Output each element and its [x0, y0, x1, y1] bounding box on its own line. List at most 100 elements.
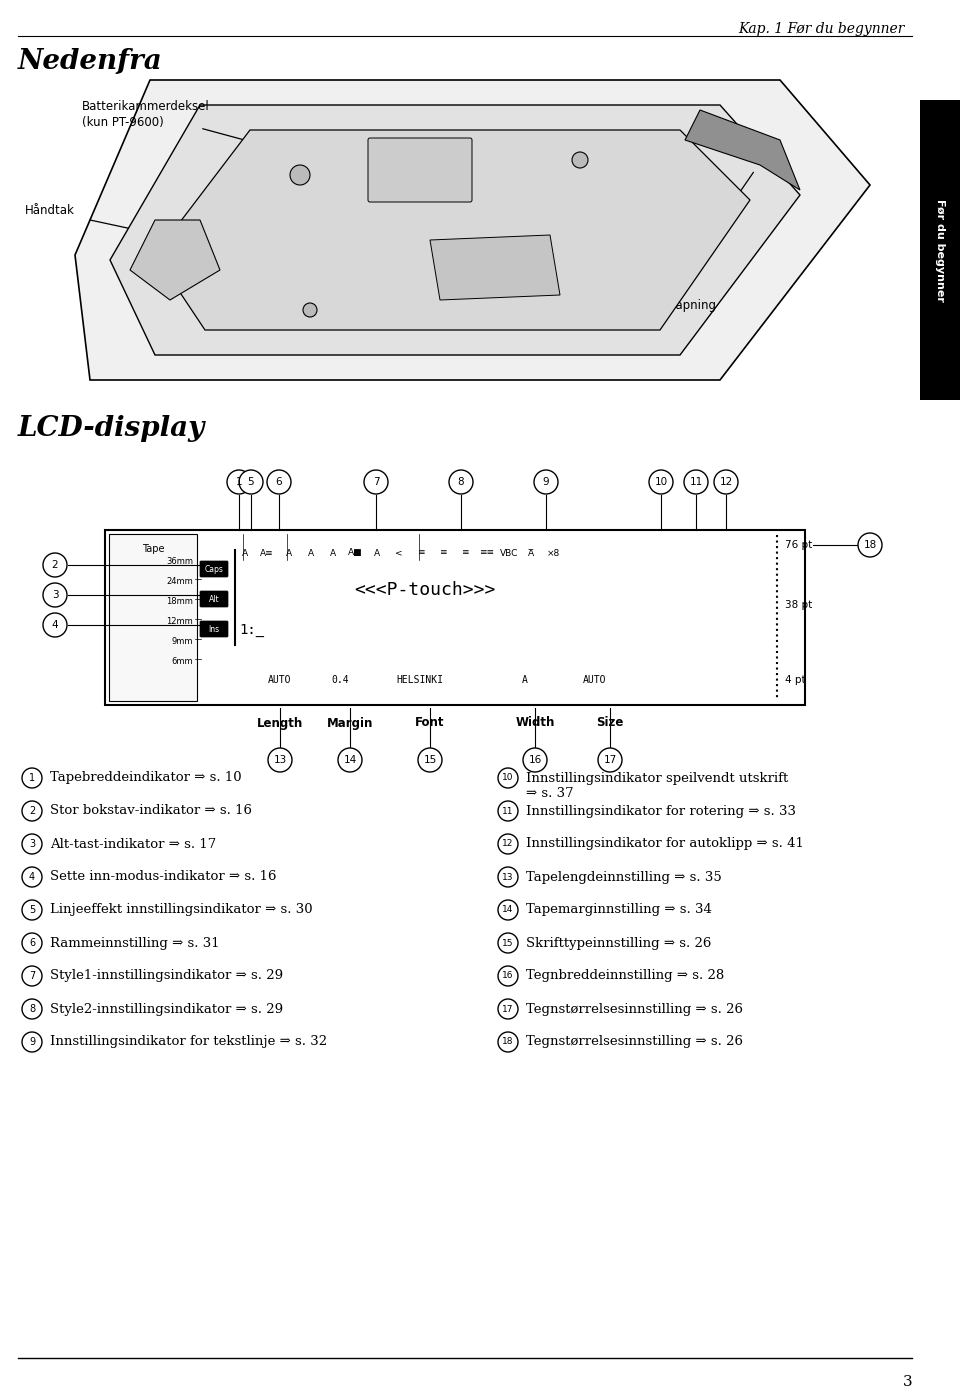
Text: 13: 13: [502, 873, 514, 881]
Text: A: A: [286, 548, 292, 558]
Text: 3: 3: [902, 1375, 912, 1389]
Text: 8: 8: [29, 1004, 36, 1013]
Text: Margin: Margin: [326, 717, 373, 729]
Text: Innstillingsindikator for autoklipp ⇒ s. 41: Innstillingsindikator for autoklipp ⇒ s.…: [526, 838, 804, 851]
Bar: [920, 100, 960, 400]
Text: 0.4: 0.4: [331, 675, 348, 685]
Text: Tegnstørrelsesinnstilling ⇒ s. 26: Tegnstørrelsesinnstilling ⇒ s. 26: [526, 1002, 743, 1016]
Circle shape: [684, 470, 708, 494]
Text: 18: 18: [502, 1037, 514, 1047]
Text: 2: 2: [52, 560, 59, 569]
Circle shape: [267, 470, 291, 494]
Text: A: A: [308, 548, 314, 558]
FancyBboxPatch shape: [200, 561, 228, 578]
Circle shape: [498, 768, 518, 788]
Text: 38 pt: 38 pt: [785, 600, 812, 610]
Text: 7: 7: [29, 972, 36, 981]
Text: <: <: [396, 548, 403, 558]
Text: Håndtak: Håndtak: [25, 203, 75, 217]
Circle shape: [442, 283, 458, 298]
Circle shape: [572, 152, 588, 168]
Text: Tapeutgangsåpning: Tapeutgangsåpning: [600, 298, 716, 312]
Text: 1:_: 1:_: [239, 624, 264, 638]
FancyBboxPatch shape: [200, 592, 228, 607]
Circle shape: [22, 966, 42, 986]
Text: ≡: ≡: [418, 548, 424, 558]
Text: Tapebreddeindikator ⇒ s. 10: Tapebreddeindikator ⇒ s. 10: [50, 771, 242, 785]
Text: 18: 18: [863, 540, 876, 550]
Circle shape: [22, 1031, 42, 1052]
Circle shape: [22, 834, 42, 855]
Text: 9: 9: [542, 477, 549, 487]
Text: Tapelengdeinnstilling ⇒ s. 35: Tapelengdeinnstilling ⇒ s. 35: [526, 870, 722, 884]
Text: Kap. 1 Før du begynner: Kap. 1 Før du begynner: [738, 22, 905, 36]
Polygon shape: [430, 235, 560, 301]
Circle shape: [598, 748, 622, 773]
Text: Linjeeffekt innstillingsindikator ⇒ s. 30: Linjeeffekt innstillingsindikator ⇒ s. 3…: [50, 903, 313, 916]
Text: A: A: [242, 548, 248, 558]
Text: AUTO: AUTO: [584, 675, 607, 685]
Circle shape: [22, 901, 42, 920]
Text: 13: 13: [274, 754, 287, 766]
Text: 9: 9: [29, 1037, 36, 1047]
Text: 16: 16: [528, 754, 541, 766]
Text: Tape: Tape: [142, 544, 164, 554]
Text: 10: 10: [655, 477, 667, 487]
Circle shape: [498, 999, 518, 1019]
Circle shape: [418, 748, 442, 773]
Polygon shape: [685, 110, 800, 189]
Circle shape: [290, 166, 310, 185]
Text: 1: 1: [236, 477, 242, 487]
Text: 6: 6: [29, 938, 36, 948]
Text: ≡: ≡: [461, 548, 468, 558]
Text: 4 pt: 4 pt: [785, 675, 805, 685]
Text: A≡: A≡: [260, 548, 274, 558]
Text: Innstillingsindikator for tekstlinje ⇒ s. 32: Innstillingsindikator for tekstlinje ⇒ s…: [50, 1036, 327, 1048]
Polygon shape: [130, 220, 220, 301]
Text: 12: 12: [719, 477, 732, 487]
Circle shape: [523, 748, 547, 773]
Text: Style2-innstillingsindikator ⇒ s. 29: Style2-innstillingsindikator ⇒ s. 29: [50, 1002, 283, 1016]
Text: A: A: [330, 548, 336, 558]
Text: A̅: A̅: [528, 548, 534, 558]
Circle shape: [43, 553, 67, 578]
Circle shape: [22, 999, 42, 1019]
Circle shape: [338, 748, 362, 773]
Circle shape: [239, 470, 263, 494]
Text: 11: 11: [689, 477, 703, 487]
Text: VBC: VBC: [500, 548, 518, 558]
Text: Style1-innstillingsindikator ⇒ s. 29: Style1-innstillingsindikator ⇒ s. 29: [50, 969, 283, 983]
Text: <<<P-touch>>>: <<<P-touch>>>: [354, 580, 495, 599]
Text: 8: 8: [458, 477, 465, 487]
Text: Caps: Caps: [204, 565, 224, 574]
Circle shape: [227, 470, 251, 494]
Text: 6mm: 6mm: [172, 657, 193, 665]
Text: Rammeinnstilling ⇒ s. 31: Rammeinnstilling ⇒ s. 31: [50, 937, 220, 949]
FancyBboxPatch shape: [368, 138, 472, 202]
Polygon shape: [75, 79, 870, 380]
Text: Tapemarginnstilling ⇒ s. 34: Tapemarginnstilling ⇒ s. 34: [526, 903, 712, 916]
Text: ×8: ×8: [546, 548, 560, 558]
Circle shape: [714, 470, 738, 494]
Circle shape: [498, 867, 518, 887]
Text: Tegnbreddeinnstilling ⇒ s. 28: Tegnbreddeinnstilling ⇒ s. 28: [526, 969, 724, 983]
Text: 1: 1: [29, 773, 36, 782]
Circle shape: [364, 470, 388, 494]
Text: 5: 5: [248, 477, 254, 487]
Circle shape: [498, 800, 518, 821]
Text: Innstillingsindikator speilvendt utskrift: Innstillingsindikator speilvendt utskrif…: [526, 773, 788, 785]
Text: ≡: ≡: [440, 548, 446, 558]
Circle shape: [534, 470, 558, 494]
Text: 12mm: 12mm: [166, 617, 193, 625]
Text: Skrifttypeinnstilling ⇒ s. 26: Skrifttypeinnstilling ⇒ s. 26: [526, 937, 711, 949]
Text: 18mm: 18mm: [166, 597, 193, 606]
Text: Ins: Ins: [208, 625, 220, 633]
Text: 36mm: 36mm: [166, 557, 193, 565]
Text: 7: 7: [372, 477, 379, 487]
Text: 3: 3: [52, 590, 59, 600]
Text: 3: 3: [29, 839, 36, 849]
Text: 14: 14: [502, 906, 514, 915]
Bar: [109, 535, 197, 702]
Text: 4: 4: [52, 619, 59, 631]
Text: 4: 4: [29, 871, 36, 883]
